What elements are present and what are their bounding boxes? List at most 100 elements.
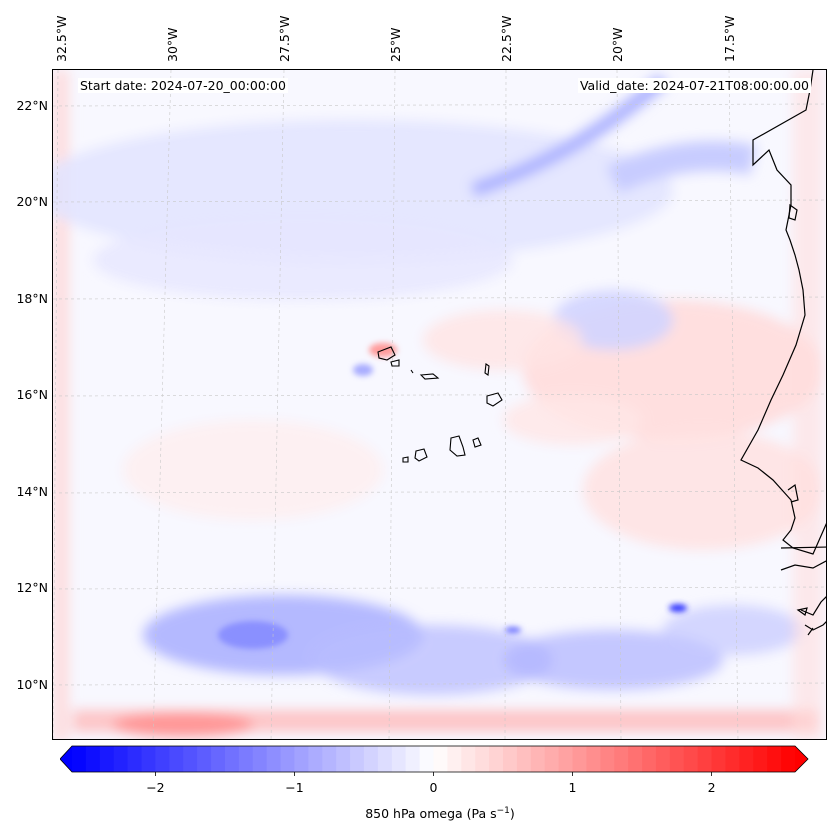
lon-tick-label: 20°W bbox=[610, 27, 625, 62]
colorbar-cell bbox=[322, 746, 337, 772]
map-panel bbox=[52, 69, 827, 740]
colorbar-cell bbox=[252, 746, 268, 772]
colorbar-tick-label: −1 bbox=[285, 780, 304, 795]
colorbar-label-sup: −1 bbox=[496, 806, 510, 816]
colorbar-extend-max bbox=[795, 746, 808, 772]
colorbar-ticks bbox=[155, 772, 712, 776]
colorbar-cell bbox=[530, 746, 546, 772]
colorbar-label: 850 hPa omega (Pa s−1) bbox=[0, 806, 837, 821]
lat-tick-label: 14°N bbox=[16, 484, 48, 499]
omega-field-map bbox=[53, 70, 826, 739]
colorbar-cell bbox=[711, 746, 727, 772]
lon-tick-label: 32.5°W bbox=[54, 15, 69, 62]
colorbar-tick-label: 0 bbox=[429, 780, 438, 795]
colorbar-cell bbox=[266, 746, 282, 772]
colorbar-cell bbox=[224, 746, 240, 772]
colorbar-cell bbox=[419, 746, 435, 772]
colorbar-label-end: ) bbox=[509, 806, 515, 822]
colorbar-cell bbox=[781, 746, 796, 772]
colorbar-cell bbox=[308, 746, 323, 772]
colorbar-cell bbox=[683, 746, 699, 772]
island-fogo bbox=[414, 448, 428, 462]
colorbar-cell bbox=[169, 746, 184, 772]
island-boa-vista bbox=[486, 392, 503, 407]
colorbar-label-text: 850 hPa omega (Pa s bbox=[365, 806, 497, 822]
colorbar-cell bbox=[405, 746, 421, 772]
island-santiago bbox=[449, 435, 466, 457]
colorbar-cell bbox=[72, 746, 87, 772]
colorbar-cell bbox=[558, 746, 574, 772]
lon-tick-label: 30°W bbox=[165, 27, 180, 62]
colorbar-cell bbox=[336, 746, 351, 772]
colorbar-cell bbox=[99, 746, 115, 772]
island-santa-luzia bbox=[410, 369, 414, 374]
colorbar-cell bbox=[391, 746, 407, 772]
colorbar-cell bbox=[655, 746, 671, 772]
island-maio bbox=[472, 437, 482, 448]
colorbar-cell bbox=[614, 746, 629, 772]
colorbar-cell bbox=[127, 746, 143, 772]
lat-tick-label: 12°N bbox=[16, 580, 48, 595]
graticule bbox=[53, 70, 826, 739]
colorbar-cell bbox=[197, 746, 212, 772]
lat-tick-label: 22°N bbox=[16, 98, 48, 113]
colorbar-cell bbox=[155, 746, 170, 772]
colorbar-cell bbox=[767, 746, 782, 772]
island-sal bbox=[484, 363, 490, 376]
colorbar-cell bbox=[433, 746, 449, 772]
start-date-label: Start date: 2024-07-20_00:00:00 bbox=[78, 78, 288, 93]
colorbar-cell bbox=[739, 746, 754, 772]
colorbar-cell bbox=[211, 746, 226, 772]
colorbar-cell bbox=[377, 746, 393, 772]
lat-tick-label: 20°N bbox=[16, 194, 48, 209]
island-sao-vicente bbox=[390, 359, 400, 367]
colorbar-cell bbox=[141, 746, 157, 772]
colorbar-cell bbox=[294, 746, 309, 772]
colorbar-cell bbox=[697, 746, 713, 772]
colorbar-cell bbox=[350, 746, 365, 772]
valid-date-label: Valid_date: 2024-07-21T08:00:00.00 bbox=[577, 78, 811, 93]
colorbar-cell bbox=[113, 746, 129, 772]
colorbar-cell bbox=[586, 746, 601, 772]
colorbar-cell bbox=[600, 746, 615, 772]
colorbar-tick-label: 2 bbox=[707, 780, 716, 795]
colorbar-cell bbox=[475, 746, 490, 772]
lon-tick-label: 27.5°W bbox=[277, 15, 292, 62]
colorbar-cell bbox=[669, 746, 685, 772]
lon-tick-label: 17.5°W bbox=[722, 15, 737, 62]
colorbar-cell bbox=[280, 746, 296, 772]
colorbar-cell bbox=[363, 746, 379, 772]
omega-details bbox=[218, 343, 687, 649]
lat-tick-label: 10°N bbox=[16, 677, 48, 692]
cabo-verde-islands bbox=[377, 346, 503, 463]
island-brava bbox=[402, 456, 409, 463]
lon-tick-label: 22.5°W bbox=[499, 15, 514, 62]
colorbar-cells bbox=[60, 745, 809, 773]
colorbar-cell bbox=[183, 746, 198, 772]
island-santo-antao bbox=[377, 346, 396, 361]
lon-tick-label: 25°W bbox=[388, 27, 403, 62]
coastline bbox=[740, 70, 826, 636]
lat-tick-label: 18°N bbox=[16, 291, 48, 306]
colorbar-cell bbox=[516, 746, 532, 772]
island-sao-nicolau bbox=[419, 373, 440, 380]
colorbar-cell bbox=[503, 746, 518, 772]
colorbar-tick-label: 1 bbox=[568, 780, 577, 795]
colorbar-cell bbox=[238, 746, 254, 772]
colorbar-extend-min bbox=[60, 746, 72, 772]
colorbar-cell bbox=[725, 746, 740, 772]
colorbar-tick-label: −2 bbox=[146, 780, 165, 795]
colorbar-cell bbox=[447, 746, 462, 772]
colorbar-cell bbox=[753, 746, 768, 772]
colorbar-cell bbox=[628, 746, 643, 772]
colorbar-cell bbox=[461, 746, 476, 772]
colorbar-cell bbox=[642, 746, 657, 772]
colorbar-outline bbox=[60, 745, 809, 773]
colorbar-cell bbox=[489, 746, 504, 772]
lat-tick-label: 16°N bbox=[16, 387, 48, 402]
omega-shading bbox=[53, 70, 823, 739]
colorbar bbox=[60, 745, 809, 776]
colorbar-cell bbox=[572, 746, 588, 772]
colorbar-cell bbox=[544, 746, 560, 772]
colorbar-cell bbox=[85, 746, 101, 772]
